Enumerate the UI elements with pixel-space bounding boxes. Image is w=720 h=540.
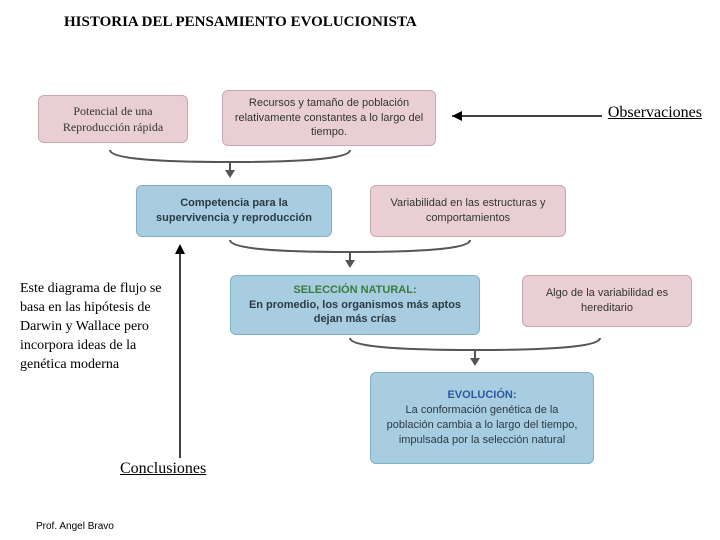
label-conclusiones: Conclusiones (120, 460, 206, 478)
box-variabilidad: Variabilidad en las estructuras y compor… (370, 185, 566, 237)
seleccion-title: SELECCIÓN NATURAL: (293, 284, 416, 296)
arrow-conclusiones (170, 240, 220, 460)
box-potencial: Potencial de una Reproducción rápida (38, 95, 188, 143)
label-observaciones: Observaciones (608, 104, 702, 122)
evolucion-title: EVOLUCIÓN: (447, 389, 516, 401)
merge-3 (340, 338, 610, 368)
seleccion-body: En promedio, los organismos más aptos de… (241, 298, 469, 328)
footer-author: Prof. Angel Bravo (36, 521, 114, 532)
arrow-observaciones (442, 110, 602, 122)
box-competencia: Competencia para la supervivencia y repr… (136, 185, 332, 237)
evolucion-body: La conformación genética de la población… (381, 403, 583, 448)
page-title: HISTORIA DEL PENSAMIENTO EVOLUCIONISTA (64, 14, 417, 31)
merge-2 (220, 240, 480, 270)
caption-text: Este diagrama de flujo se basa en las hi… (20, 280, 180, 374)
box-hereditario: Algo de la variabilidad es hereditario (522, 275, 692, 327)
merge-1 (100, 150, 360, 180)
box-seleccion: SELECCIÓN NATURAL: En promedio, los orga… (230, 275, 480, 335)
box-recursos: Recursos y tamaño de población relativam… (222, 90, 436, 146)
box-evolucion: EVOLUCIÓN: La conformación genética de l… (370, 372, 594, 464)
